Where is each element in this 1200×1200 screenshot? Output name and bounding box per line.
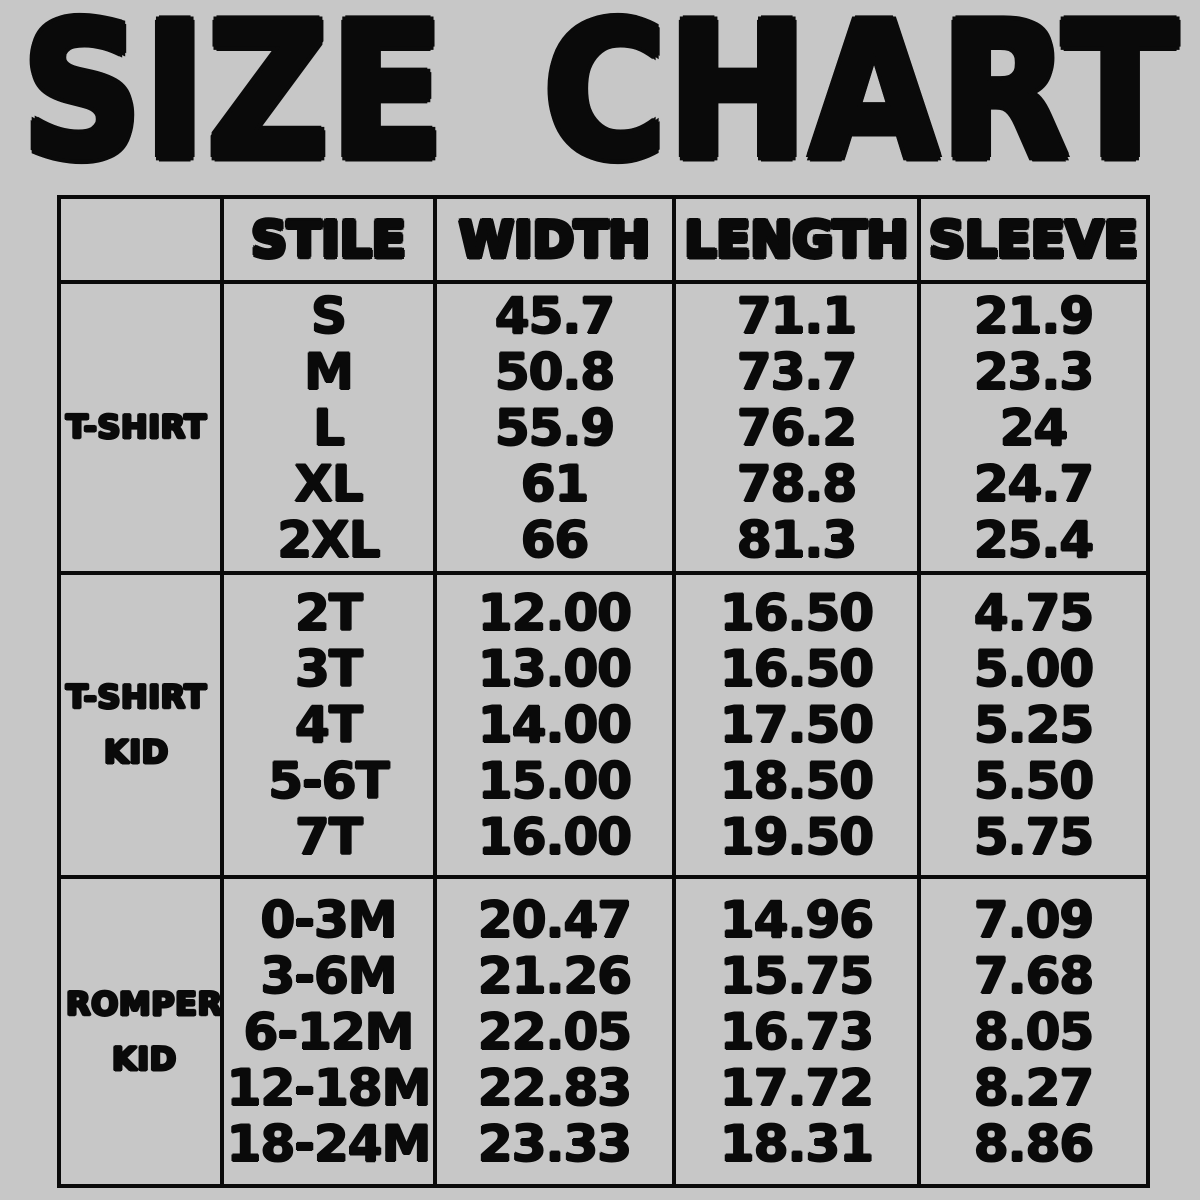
- cell-line: 18.50: [719, 752, 874, 810]
- width-cell-romper-kid: 20.47 21.26 22.05 22.83 23.33: [433, 875, 676, 1188]
- sleeve-cell-tshirt-kid: 4.75 5.00 5.25 5.50 5.75: [917, 571, 1150, 879]
- table-row-romper-kid: ROMPER KID 0-3M 3-6M 6-12M 12-18M 18-24M…: [57, 875, 1150, 1188]
- cell-line: 4T: [295, 696, 363, 754]
- group-label-cell-romper-kid: ROMPER KID: [57, 875, 224, 1188]
- cell-line: 18-24M: [226, 1114, 431, 1173]
- cell-line: 2XL: [277, 510, 380, 569]
- cell-line: 23.33: [477, 1114, 632, 1173]
- cell-line: 78.8: [736, 454, 857, 513]
- cell-line: 23.3: [973, 342, 1094, 401]
- cell-line: 7.09: [973, 890, 1094, 949]
- cell-line: 71.1: [736, 286, 857, 345]
- cell-line: 8.27: [973, 1058, 1094, 1117]
- header-cell-length: LENGTH: [672, 195, 921, 284]
- cell-line: 19.50: [719, 808, 874, 866]
- cell-line: 16.00: [477, 808, 632, 866]
- cell-line: 24.7: [973, 454, 1094, 513]
- header-cell-width: WIDTH: [433, 195, 676, 284]
- cell-line: 3-6M: [260, 946, 397, 1005]
- cell-line: 0-3M: [260, 890, 397, 949]
- group-label-line: T-SHIRT: [66, 678, 207, 716]
- cell-line: 55.9: [494, 398, 615, 457]
- cell-line: 21.9: [973, 286, 1094, 345]
- cell-line: 61: [520, 454, 590, 513]
- cell-line: 7.68: [973, 946, 1094, 1005]
- group-label: ROMPER KID: [66, 977, 222, 1087]
- cell-line: 16.50: [719, 584, 874, 642]
- cell-line: 3T: [295, 640, 363, 698]
- cell-line: 8.05: [973, 1002, 1094, 1061]
- cell-line: 16.73: [719, 1002, 874, 1061]
- cell-line: 73.7: [736, 342, 857, 401]
- cell-line: 5.75: [973, 808, 1094, 866]
- group-label-line: T-SHIRT: [66, 408, 207, 446]
- cell-line: 12-18M: [226, 1058, 431, 1117]
- group-label-cell-tshirt: T-SHIRT: [57, 280, 224, 575]
- group-label: T-SHIRT KID: [66, 670, 207, 780]
- cell-line: 12.00: [477, 584, 632, 642]
- cell-line: L: [313, 398, 345, 457]
- width-cell-tshirt-kid: 12.00 13.00 14.00 15.00 16.00: [433, 571, 676, 879]
- cell-line: 20.47: [477, 890, 632, 949]
- group-label-line: KID: [103, 733, 169, 771]
- header-cell-stile: STILE: [220, 195, 437, 284]
- cell-line: 76.2: [736, 398, 857, 457]
- cell-line: 45.7: [494, 286, 615, 345]
- cell-line: 5-6T: [268, 752, 389, 810]
- stile-cell-romper-kid: 0-3M 3-6M 6-12M 12-18M 18-24M: [220, 875, 437, 1188]
- cell-line: 4.75: [973, 584, 1094, 642]
- header-cell-sleeve: SLEEVE: [917, 195, 1150, 284]
- group-label: T-SHIRT: [66, 400, 207, 455]
- width-cell-tshirt: 45.7 50.8 55.9 61 66: [433, 280, 676, 575]
- cell-line: 2T: [295, 584, 363, 642]
- length-cell-romper-kid: 14.96 15.75 16.73 17.72 18.31: [672, 875, 921, 1188]
- cell-line: 25.4: [973, 510, 1094, 569]
- cell-line: 8.86: [973, 1114, 1094, 1173]
- group-label-cell-tshirt-kid: T-SHIRT KID: [57, 571, 224, 879]
- length-cell-tshirt-kid: 16.50 16.50 17.50 18.50 19.50: [672, 571, 921, 879]
- cell-line: 15.00: [477, 752, 632, 810]
- cell-line: 13.00: [477, 640, 632, 698]
- cell-line: 21.26: [477, 946, 632, 1005]
- sleeve-cell-romper-kid: 7.09 7.68 8.05 8.27 8.86: [917, 875, 1150, 1188]
- cell-line: 66: [520, 510, 590, 569]
- cell-line: 50.8: [494, 342, 615, 401]
- cell-line: 17.50: [719, 696, 874, 754]
- header-cell-empty: [57, 195, 224, 284]
- group-label-line: ROMPER: [66, 984, 222, 1023]
- cell-line: 5.00: [973, 640, 1094, 698]
- cell-line: S: [310, 286, 347, 345]
- cell-line: 7T: [295, 808, 363, 866]
- cell-line: 15.75: [719, 946, 874, 1005]
- table-row-tshirt: T-SHIRT S M L XL 2XL 45.7 50.8 55.9 61 6…: [57, 280, 1150, 575]
- cell-line: 14.96: [719, 890, 874, 949]
- cell-line: XL: [294, 454, 363, 513]
- sleeve-cell-tshirt: 21.9 23.3 24 24.7 25.4: [917, 280, 1150, 575]
- length-cell-tshirt: 71.1 73.7 76.2 78.8 81.3: [672, 280, 921, 575]
- size-table: STILE WIDTH LENGTH SLEEVE T-SHIRT S M L …: [57, 195, 1150, 1188]
- cell-line: 5.50: [973, 752, 1094, 810]
- cell-line: M: [304, 342, 354, 401]
- cell-line: 17.72: [719, 1058, 874, 1117]
- group-label-line: KID: [111, 1039, 177, 1078]
- cell-line: 14.00: [477, 696, 632, 754]
- cell-line: 18.31: [719, 1114, 874, 1173]
- table-row-tshirt-kid: T-SHIRT KID 2T 3T 4T 5-6T 7T 12.00 13.00…: [57, 571, 1150, 879]
- cell-line: 16.50: [719, 640, 874, 698]
- cell-line: 22.83: [477, 1058, 632, 1117]
- cell-line: 81.3: [736, 510, 857, 569]
- stile-cell-tshirt-kid: 2T 3T 4T 5-6T 7T: [220, 571, 437, 879]
- cell-line: 6-12M: [243, 1002, 415, 1061]
- cell-line: 24: [999, 398, 1069, 457]
- cell-line: 5.25: [973, 696, 1094, 754]
- cell-line: 22.05: [477, 1002, 632, 1061]
- header-row: STILE WIDTH LENGTH SLEEVE: [57, 195, 1150, 284]
- page-title: SIZE CHART: [21, 0, 1179, 202]
- stile-cell-tshirt: S M L XL 2XL: [220, 280, 437, 575]
